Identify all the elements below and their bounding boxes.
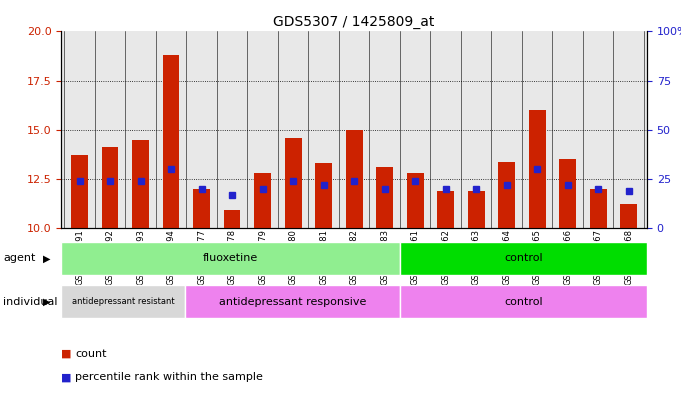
Bar	[559, 159, 576, 228]
Bar	[163, 55, 180, 228]
Bar	[468, 191, 484, 228]
Text: ▶: ▶	[42, 253, 50, 263]
Text: individual: individual	[3, 297, 58, 307]
Text: agent: agent	[3, 253, 36, 263]
Bar	[400, 242, 647, 275]
Bar	[224, 210, 240, 228]
Bar	[498, 162, 515, 228]
Text: antidepressant resistant: antidepressant resistant	[72, 297, 174, 306]
Text: percentile rank within the sample: percentile rank within the sample	[75, 372, 263, 382]
Bar	[437, 191, 454, 228]
Bar	[315, 163, 332, 228]
Bar	[285, 138, 302, 228]
Text: ■: ■	[61, 372, 72, 382]
Bar	[407, 173, 424, 228]
Bar	[376, 167, 393, 228]
Bar	[72, 155, 88, 228]
Bar	[620, 204, 637, 228]
Text: ▶: ▶	[42, 297, 50, 307]
Text: fluoxetine: fluoxetine	[203, 253, 259, 263]
Bar	[590, 189, 607, 228]
Bar	[61, 285, 185, 318]
Bar	[61, 242, 400, 275]
Text: ■: ■	[61, 349, 72, 359]
Bar	[132, 140, 149, 228]
Text: count: count	[75, 349, 106, 359]
Bar	[101, 147, 118, 228]
Text: control: control	[505, 297, 543, 307]
Bar	[346, 130, 362, 228]
Bar	[254, 173, 271, 228]
Text: control: control	[505, 253, 543, 263]
Bar	[193, 189, 210, 228]
Bar	[185, 285, 400, 318]
Bar	[400, 285, 647, 318]
Title: GDS5307 / 1425809_at: GDS5307 / 1425809_at	[274, 15, 434, 29]
Text: antidepressant responsive: antidepressant responsive	[219, 297, 366, 307]
Bar	[528, 110, 545, 228]
